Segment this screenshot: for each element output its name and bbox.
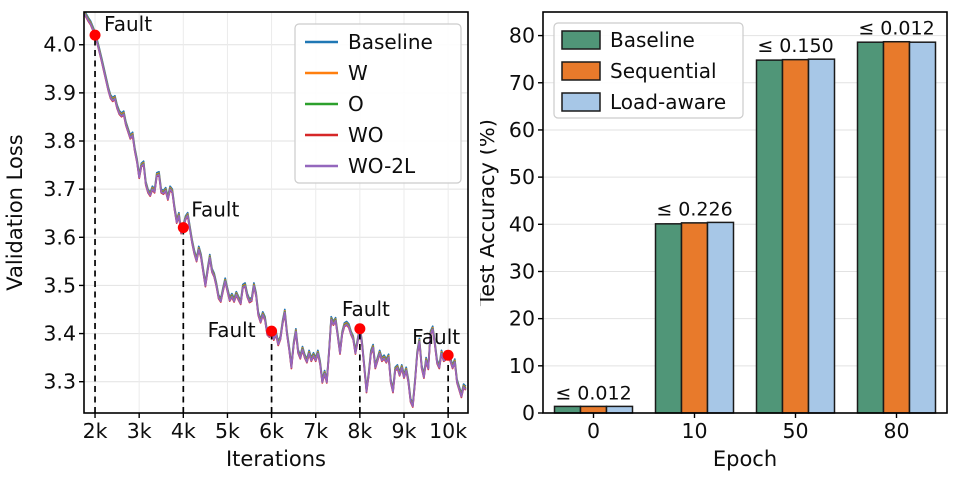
bar-annotation: ≤ 0.150 [757, 35, 833, 57]
fault-label: Fault [208, 318, 256, 342]
x-tick-label: 5k [215, 419, 240, 443]
x-tick-label: 2k [83, 419, 108, 443]
legend-box [553, 22, 744, 119]
bar-baseline-epoch-0 [553, 405, 582, 414]
axes-frame [83, 11, 469, 414]
y-tick-label: 20 [509, 307, 535, 331]
y-tick-label: 70 [509, 71, 535, 95]
legend-box [294, 23, 462, 184]
bar-load-aware-epoch-10 [706, 221, 735, 414]
y-tick-label: 30 [509, 259, 535, 283]
legend-patch-swatch [561, 92, 601, 112]
legend-patch-swatch [561, 61, 601, 81]
fault-dot [177, 222, 189, 234]
bar-annotation: ≤ 0.012 [858, 18, 934, 40]
x-tick-label: 50 [782, 419, 808, 443]
y-tick-label: 3.9 [43, 81, 76, 105]
y-tick-label: 50 [509, 165, 535, 189]
y-tick-label: 60 [509, 118, 535, 142]
x-tick-label: 9k [392, 419, 417, 443]
legend-label: O [348, 92, 364, 116]
y-tick-label: 3.6 [43, 225, 76, 249]
fault-dot [89, 29, 101, 41]
fault-label: Fault [342, 297, 390, 321]
legend-label: WO-2L [348, 154, 416, 178]
bar-baseline-epoch-10 [654, 223, 683, 414]
y-tick-label: 4.0 [43, 33, 76, 57]
plot-test-accuracy: ≤ 0.012 0 ≤ 0.226 10 ≤ 0.150 50 ≤ 0.012 80 0 10 20… [480, 11, 948, 471]
y-tick-label: 3.3 [43, 370, 76, 394]
fault-label: Fault [191, 198, 239, 222]
legend-label: WO [348, 123, 384, 147]
legend-label: Baseline [348, 30, 433, 54]
x-axis-label: Iterations [226, 447, 326, 471]
bar-baseline-epoch-80 [856, 41, 885, 414]
legend-label: Baseline [610, 28, 695, 52]
y-tick-label: 3.8 [43, 129, 76, 153]
test-accuracy-chart: ≤ 0.012 0 ≤ 0.226 10 ≤ 0.150 50 ≤ 0.012 80 0 10 20… [480, 11, 948, 471]
bar-sequential-epoch-50 [781, 58, 810, 414]
y-tick-label: 3.7 [43, 177, 76, 201]
y-tick-label: 3.4 [43, 322, 76, 346]
fault-label: Fault [104, 12, 152, 36]
x-tick-label: 10k [429, 419, 467, 443]
series-line-WO-2L [84, 12, 467, 408]
axes-frame [542, 11, 948, 414]
bar-annotation: ≤ 0.226 [656, 198, 732, 220]
fault-label: Fault [412, 325, 460, 349]
y-tick-label: 3.5 [43, 273, 76, 297]
legend-label: Load-aware [610, 90, 726, 114]
fault-dot [266, 325, 278, 337]
validation-loss-chart: Fault Fault Fault Fault Fault 2k 3k 4k 5k 6k 7k 8k 9… [3, 11, 469, 471]
y-axis-label: Validation Loss [3, 134, 27, 290]
bar-annotation: ≤ 0.012 [555, 382, 631, 404]
bar-load-aware-epoch-0 [605, 405, 634, 414]
bar-load-aware-epoch-80 [908, 41, 937, 414]
legend-label: W [348, 61, 368, 85]
bar-sequential-epoch-80 [882, 40, 911, 414]
x-tick-label: 8k [347, 419, 372, 443]
x-tick-label: 80 [883, 419, 909, 443]
plot-validation-loss: Fault Fault Fault Fault Fault 2k 3k 4k 5k 6k 7k 8k 9… [3, 11, 469, 471]
x-tick-label: 6k [259, 419, 284, 443]
fault-dot [442, 349, 454, 361]
bar-baseline-epoch-50 [755, 59, 784, 414]
bar-sequential-epoch-0 [579, 405, 608, 414]
x-tick-label: 7k [303, 419, 328, 443]
x-tick-label: 0 [587, 419, 600, 443]
x-tick-label: 10 [681, 419, 707, 443]
y-tick-label: 80 [509, 24, 535, 48]
x-tick-label: 3k [127, 419, 152, 443]
x-tick-label: 4k [171, 419, 196, 443]
bar-sequential-epoch-10 [680, 222, 709, 414]
y-axis-label: Test Accuracy (%) [480, 119, 499, 307]
bar-load-aware-epoch-50 [807, 58, 836, 414]
fault-dot [354, 323, 366, 335]
y-tick-label: 40 [509, 212, 535, 236]
x-axis-label: Epoch [713, 447, 777, 471]
legend-label: Sequential [610, 59, 717, 83]
y-tick-label: 10 [509, 354, 535, 378]
y-tick-label: 0 [522, 401, 535, 425]
legend-patch-swatch [561, 30, 601, 50]
